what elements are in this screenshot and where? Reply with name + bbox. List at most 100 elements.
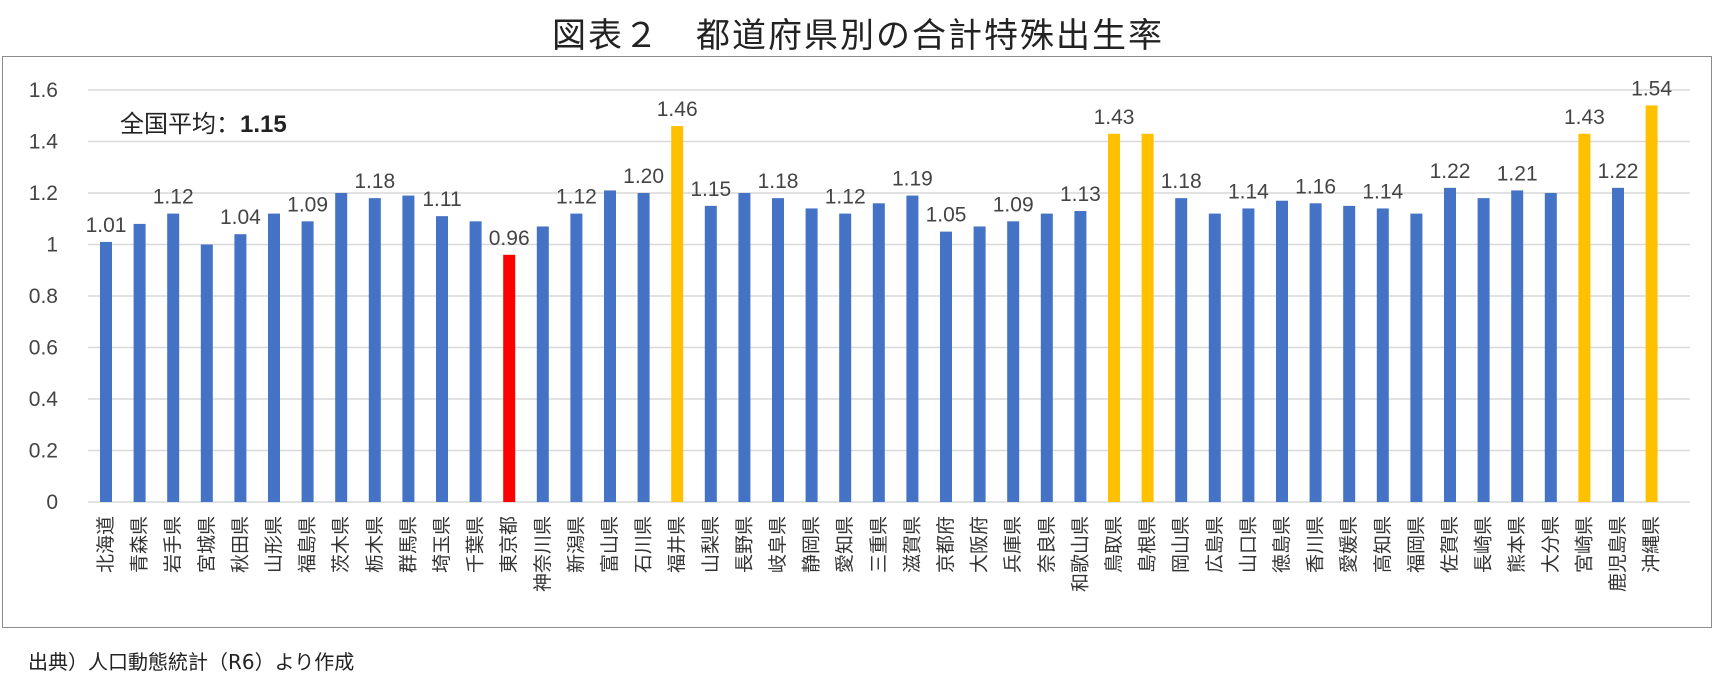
bar-奈良県 <box>1040 213 1053 502</box>
bar-神奈川県 <box>536 226 549 502</box>
data-label: 1.43 <box>1564 106 1605 129</box>
bar-愛知県 <box>839 213 852 502</box>
x-category-label: 福井県 <box>666 516 688 573</box>
x-category-label: 福島県 <box>297 516 319 573</box>
x-category-label: 栃木県 <box>364 516 386 573</box>
data-label: 1.14 <box>1228 180 1269 203</box>
bar-秋田県 <box>234 234 247 502</box>
data-label: 1.18 <box>354 170 395 193</box>
x-category-label: 沖縄県 <box>1641 516 1663 573</box>
y-tick-label: 0.2 <box>29 440 58 463</box>
data-label: 1.13 <box>1060 183 1101 206</box>
bar-京都府 <box>940 231 952 502</box>
x-category-label: 北海道 <box>95 516 117 573</box>
data-label: 1.22 <box>1598 160 1639 183</box>
x-category-label: 石川県 <box>633 516 655 573</box>
x-category-label: 三重県 <box>868 516 890 573</box>
bar-宮崎県 <box>1578 133 1591 502</box>
x-category-label: 和歌山県 <box>1069 516 1091 592</box>
x-category-label: 愛知県 <box>834 516 856 573</box>
bar-新潟県 <box>570 213 583 502</box>
bar-栃木県 <box>368 198 381 502</box>
bar-群馬県 <box>402 195 415 502</box>
data-label: 1.09 <box>287 193 328 216</box>
source-note: 出典）人口動態統計（R6）より作成 <box>28 650 355 674</box>
bar-青森県 <box>133 223 146 502</box>
x-category-label: 京都府 <box>935 516 957 573</box>
x-category-label: 長野県 <box>733 516 755 573</box>
bar-静岡県 <box>805 208 818 502</box>
x-category-label: 埼玉県 <box>431 516 453 573</box>
x-category-label: 長崎県 <box>1473 516 1495 573</box>
bar-三重県 <box>872 203 885 503</box>
x-category-label: 東京都 <box>498 516 520 573</box>
x-category-label: 徳島県 <box>1271 516 1293 573</box>
x-category-label: 山形県 <box>263 516 285 573</box>
bar-大阪府 <box>973 226 986 502</box>
x-category-label: 高知県 <box>1372 516 1394 573</box>
bar-愛媛県 <box>1343 205 1356 502</box>
data-label: 1.16 <box>1295 175 1336 198</box>
x-category-label: 大分県 <box>1540 516 1562 573</box>
bar-石川県 <box>637 193 650 502</box>
bar-熊本県 <box>1511 190 1524 503</box>
data-label: 1.05 <box>926 204 967 227</box>
x-category-label: 宮崎県 <box>1573 516 1595 573</box>
data-label: 1.11 <box>422 188 461 211</box>
national-average-label: 全国平均： <box>120 110 240 138</box>
x-category-label: 茨木県 <box>330 516 352 573</box>
y-tick-label: 0.6 <box>29 337 58 360</box>
national-average-value: 1.15 <box>240 111 287 138</box>
bar-鹿児島県 <box>1612 187 1624 502</box>
x-category-label: 佐賀県 <box>1439 516 1461 573</box>
bar-宮城県 <box>200 244 213 502</box>
national-average: 全国平均：1.15 <box>120 104 287 139</box>
x-category-label: 愛媛県 <box>1338 516 1360 573</box>
y-tick-label: 0.4 <box>29 388 59 411</box>
x-category-label: 山口県 <box>1237 516 1259 573</box>
x-category-label: 熊本県 <box>1506 516 1528 573</box>
chart-title: 図表２ 都道府県別の合計特殊出生率 <box>552 16 1164 56</box>
bar-埼玉県 <box>436 216 448 503</box>
x-category-label: 岐阜県 <box>767 516 789 573</box>
bar-福井県 <box>671 126 684 503</box>
x-category-label: 奈良県 <box>1036 516 1058 573</box>
x-category-label: 山梨県 <box>700 516 722 573</box>
x-category-label: 神奈川県 <box>532 516 554 592</box>
bar-福岡県 <box>1410 213 1423 502</box>
data-label: 1.12 <box>825 186 866 209</box>
data-label: 1.19 <box>892 168 933 191</box>
bar-和歌山県 <box>1074 211 1087 502</box>
x-category-label: 富山県 <box>599 516 621 573</box>
x-category-label: 宮城県 <box>196 516 218 573</box>
x-category-label: 群馬県 <box>397 516 419 573</box>
x-category-label: 島根県 <box>1137 516 1159 573</box>
x-category-label: 新潟県 <box>565 516 587 573</box>
bar-岐阜県 <box>772 198 784 502</box>
x-category-label: 広島県 <box>1204 516 1226 573</box>
bar-広島県 <box>1208 213 1221 502</box>
data-label: 1.18 <box>758 170 799 193</box>
data-label: 0.96 <box>489 227 530 250</box>
x-category-label: 兵庫県 <box>1002 516 1024 573</box>
x-category-label: 滋賀県 <box>901 516 923 573</box>
bar-島根県 <box>1141 133 1154 502</box>
x-category-label: 鹿児島県 <box>1607 516 1629 592</box>
bar-岩手県 <box>167 213 180 502</box>
y-tick-label: 1.2 <box>29 182 58 205</box>
data-label: 1.43 <box>1094 106 1135 129</box>
data-label: 1.14 <box>1362 180 1403 203</box>
y-tick-label: 1 <box>46 234 58 257</box>
bar-長崎県 <box>1477 198 1490 502</box>
y-tick-label: 1.6 <box>29 79 58 102</box>
data-label: 1.21 <box>1497 162 1538 185</box>
y-tick-label: 0.8 <box>29 285 58 308</box>
x-category-label: 千葉県 <box>465 516 487 573</box>
data-label: 1.54 <box>1631 77 1672 100</box>
x-category-label: 大阪府 <box>969 516 991 573</box>
x-category-label: 秋田県 <box>229 516 251 573</box>
data-label: 1.20 <box>623 165 664 188</box>
bar-長野県 <box>738 193 751 502</box>
bar-徳島県 <box>1276 200 1288 502</box>
